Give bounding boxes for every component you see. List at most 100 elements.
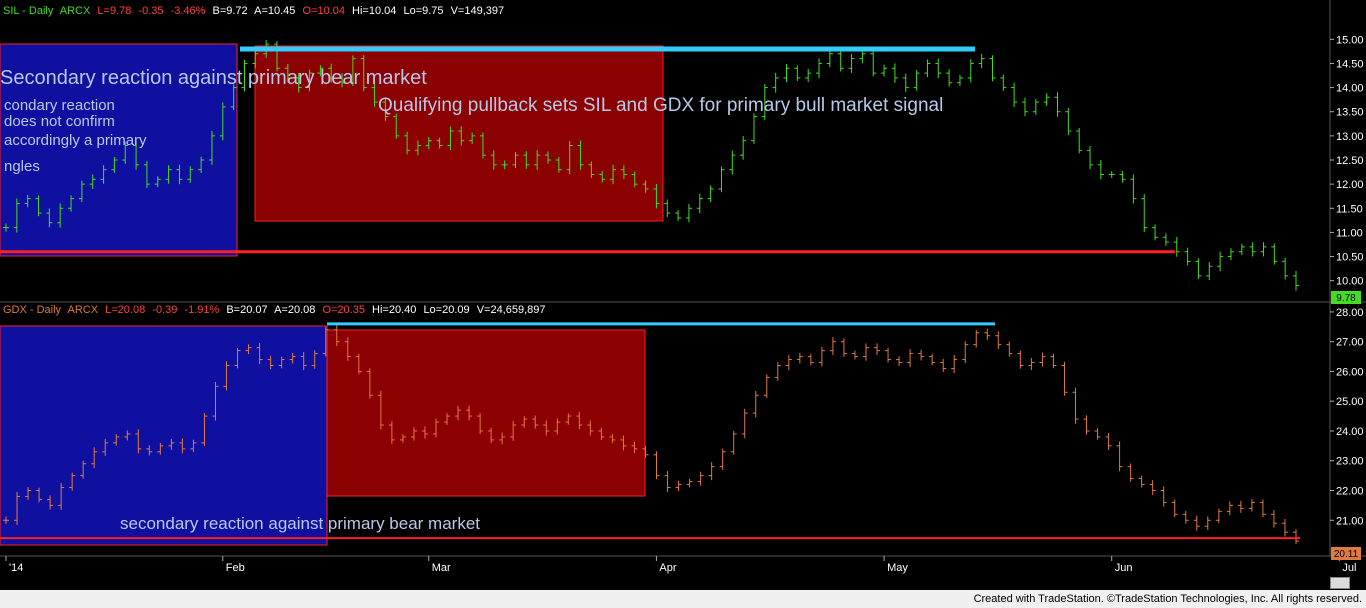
gdx-change: -0.39 [152,304,177,316]
x-tick-label: Jul [1342,562,1356,574]
gdx-price-bar [1127,463,1134,482]
sil-price-bar [924,59,931,78]
scrollbar-thumb[interactable] [1330,577,1350,589]
sil-price-bar [902,73,909,92]
gdx-price-bar [565,413,572,425]
sil-low: Lo=9.75 [403,5,443,17]
gdx-price-bar [940,358,947,373]
sil-price-bar [729,150,736,175]
gdx-price-bar [366,368,373,399]
sil-price-bar [1282,257,1289,280]
sil-price-bar [382,97,389,121]
y-tick-label: 11.00 [1336,227,1363,239]
sil-price-bar [122,141,129,164]
gdx-price-bar [1281,518,1288,537]
sil-price-bar [1043,93,1050,106]
sil-price-bar [642,180,649,193]
sil-price-bar [913,70,920,91]
gdx-price-bar [1293,529,1299,545]
gdx-price-bar [344,337,351,361]
sil-price-bar [989,55,996,82]
gdx-price-bar [554,418,561,435]
x-tick-label: Mar [432,562,451,574]
sil-price-bar [555,156,562,173]
sil-change-pct: -3.46% [171,5,206,17]
gdx-price-bar [708,462,715,481]
gdx-last: L=20.08 [105,304,145,316]
gdx-price-bar [1028,358,1035,370]
gdx-last-price-box [1331,547,1361,560]
gdx-red-box [326,329,646,497]
sil-price-bar [685,203,692,223]
gdx-price-bar [399,434,406,443]
sil-price-bar [599,171,606,183]
gdx-change-pct: -1.91% [184,304,219,316]
sil-price-bar [1293,270,1299,291]
gdx-price-bar [3,516,9,524]
sil-price-bar [317,65,324,77]
sil-price-bar [219,102,226,141]
sil-open: O=10.04 [302,5,345,17]
gdx-price-bar [1006,341,1013,357]
y-tick-label: 12.50 [1336,155,1364,167]
gdx-price-bar [587,420,594,436]
gdx-price-bar [466,405,473,421]
gdx-price-bar [124,430,131,441]
gdx-price-bar [355,353,362,375]
y-tick-label: 27.00 [1336,337,1364,349]
sil-price-bar [447,126,454,151]
gdx-price-bar [576,412,583,430]
horizontal-scrollbar[interactable] [0,574,1366,590]
y-tick-label: 12.00 [1336,179,1364,191]
gdx-price-bar [1171,499,1178,518]
sil-blue-text-3: does not confirm [4,113,115,130]
gdx-price-bar [212,381,219,421]
gdx-price-bar [984,328,991,340]
gdx-volume: V=24,659,897 [477,304,546,316]
gdx-price-bar [102,438,109,456]
x-tick-label: Feb [226,562,245,574]
sil-price-bar [545,151,552,164]
sil-price-bar [588,161,595,178]
gdx-price-bar [234,347,241,369]
sil-price-bar [1097,159,1104,180]
sil-volume: V=149,397 [451,5,505,17]
sil-price-bar [252,48,259,69]
sil-price-bar [111,156,118,173]
gdx-price-bar [1149,480,1156,495]
gdx-price-bar [91,447,98,469]
y-tick-label: 10.00 [1336,276,1364,288]
sil-price-bar [740,136,747,160]
gdx-price-bar [962,341,969,363]
gdx-price-bar [146,445,153,456]
sil-price-bar [826,50,833,68]
sil-y-axis: 15.00 14.50 14.00 13.50 13.00 12.50 12.00 11.50… [1330,34,1364,288]
gdx-price-bar [1160,486,1167,507]
gdx-bid: B=20.07 [226,304,267,316]
gdx-ask: A=20.08 [274,304,315,316]
gdx-blue-text: secondary reaction against primary bear … [120,514,480,533]
sil-price-bar [1238,243,1245,255]
sil-price-bar [512,152,519,168]
x-tick-label: Apr [659,562,676,574]
gdx-price-bar [377,390,384,430]
gdx-price-bar [36,487,43,503]
gdx-price-bar [47,495,54,510]
sil-price-bar [436,137,443,149]
gdx-price-bar [951,354,958,374]
y-tick-label: 23.00 [1336,456,1364,468]
gdx-price-bar [256,343,263,365]
gdx-low: Lo=20.09 [423,304,469,316]
sil-price-bar [870,50,877,77]
sil-price-bar [284,64,291,83]
sil-price-bar [154,176,161,188]
gdx-price-bar [1017,350,1024,369]
sil-price-bar [78,180,85,203]
sil-high: Hi=10.04 [352,5,396,17]
y-tick-label: 24.00 [1336,426,1364,438]
gdx-price-bar [973,329,980,348]
gdx-price-bar [609,433,616,443]
sil-price-bar [1000,74,1007,91]
gdx-price-bar [201,413,208,446]
gdx-price-bar [752,391,759,418]
